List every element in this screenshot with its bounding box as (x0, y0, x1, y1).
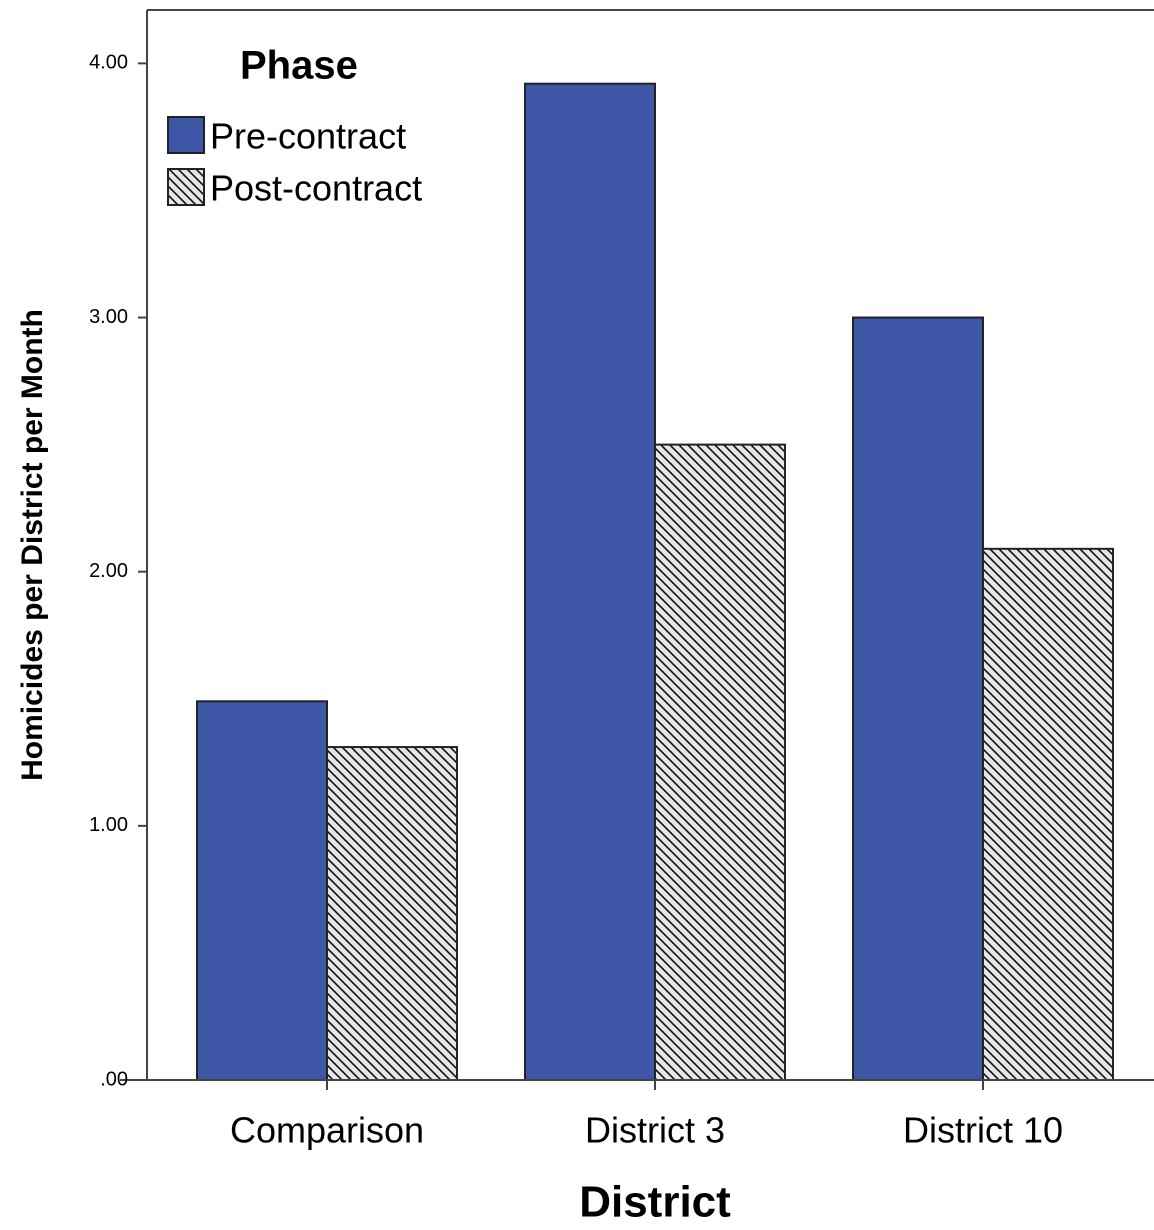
bar (982, 547, 1114, 1081)
legend-swatch (167, 116, 205, 154)
y-tick-label: 3.00 (89, 306, 128, 328)
legend-label: Pre-contract (210, 116, 406, 157)
bar (654, 443, 786, 1081)
x-axis-title: District (579, 1178, 731, 1227)
bar (524, 82, 656, 1082)
bar (326, 746, 458, 1081)
plot (196, 82, 1114, 1082)
legend-label: Post-contract (210, 168, 422, 209)
legend-title: Phase (240, 44, 358, 88)
y-tick-label: 1.00 (89, 814, 128, 836)
x-tick-label: District 3 (585, 1110, 725, 1151)
y-tick-label: 2.00 (89, 560, 128, 582)
bar (196, 700, 328, 1081)
bar (852, 316, 984, 1082)
y-axis-title: Homicides per District per Month (16, 309, 49, 781)
x-tick-label: Comparison (230, 1110, 424, 1151)
x-tick-label: District 10 (903, 1110, 1063, 1151)
y-tick-label: .00 (100, 1068, 128, 1090)
legend-swatch (167, 168, 205, 206)
y-tick-label: 4.00 (89, 52, 128, 74)
